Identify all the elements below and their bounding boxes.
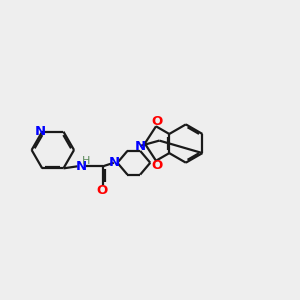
Text: N: N <box>135 140 146 153</box>
Text: O: O <box>97 184 108 197</box>
Text: N: N <box>35 125 46 138</box>
Text: H: H <box>82 156 90 166</box>
Text: N: N <box>76 160 87 173</box>
Text: O: O <box>151 116 162 128</box>
Text: O: O <box>151 159 162 172</box>
Text: N: N <box>108 156 119 169</box>
